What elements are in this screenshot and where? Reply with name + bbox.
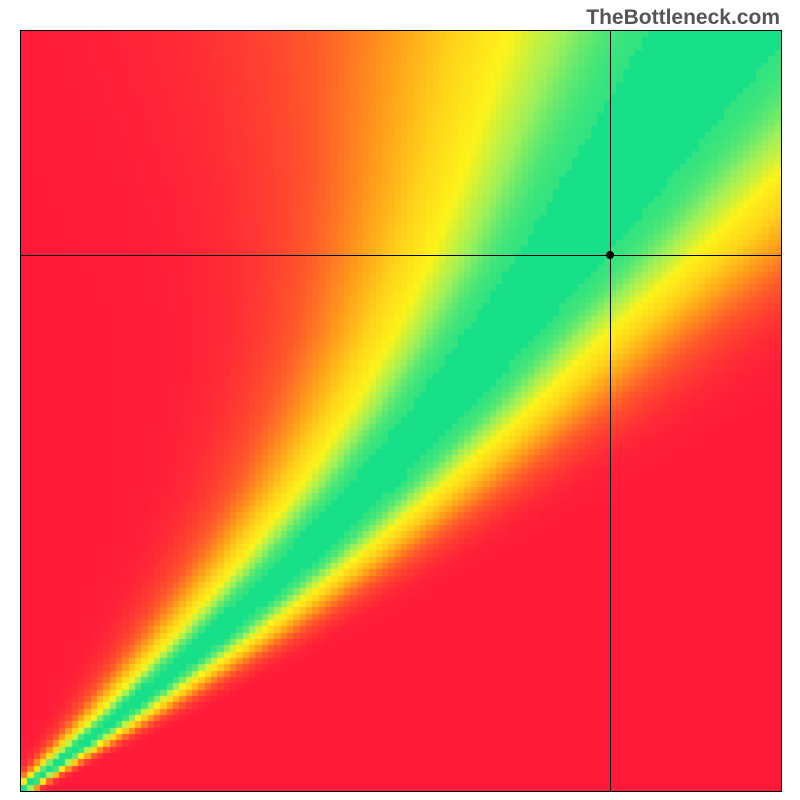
chart-container: TheBottleneck.com	[0, 0, 800, 800]
crosshair-vertical-line	[610, 31, 611, 791]
crosshair-horizontal-line	[21, 255, 781, 256]
heatmap-plot	[20, 30, 782, 792]
crosshair-marker-dot	[606, 251, 614, 259]
watermark-text: TheBottleneck.com	[586, 6, 780, 30]
heatmap-canvas	[21, 31, 781, 791]
